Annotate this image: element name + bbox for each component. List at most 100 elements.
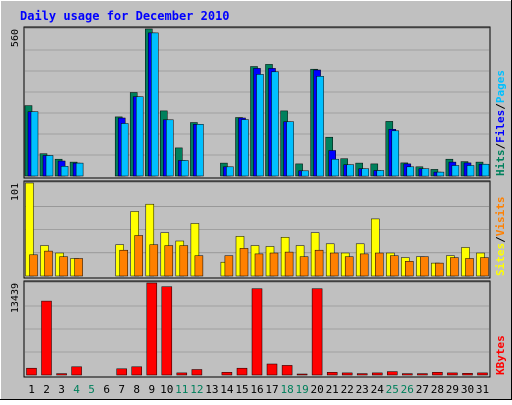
- bar-visits-day-8: [134, 235, 143, 277]
- x-tick-label-day-2: 2: [43, 383, 50, 396]
- bar-pages-day-8: [135, 96, 144, 177]
- legend-hits: Hits: [494, 150, 507, 177]
- bar-visits-day-12: [194, 255, 204, 277]
- bar-pages-day-4: [75, 162, 84, 177]
- bar-pages-day-21: [331, 158, 339, 177]
- bar-visits-day-16: [254, 253, 264, 277]
- chart-panels: 560 101 13439: [10, 26, 491, 378]
- bar-pages-day-22: [346, 164, 354, 177]
- legend-sites: Sites: [494, 243, 507, 276]
- x-tick-label-day-17: 17: [265, 383, 278, 396]
- bar-visits-day-7: [119, 249, 128, 277]
- bar-pages-day-11: [181, 160, 189, 177]
- bar-pages-day-30: [466, 165, 475, 177]
- bar-kbytes-day-18: [281, 365, 293, 376]
- x-tick-label-day-28: 28: [431, 383, 444, 396]
- panel-bottom-max-label: 13439: [10, 283, 21, 313]
- bar-visits-day-2: [44, 250, 53, 277]
- bar-pages-day-3: [60, 166, 69, 177]
- bar-kbytes-day-3: [56, 373, 67, 376]
- x-tick-label-day-24: 24: [371, 383, 385, 396]
- bar-pages-day-15: [241, 119, 249, 177]
- bar-visits-day-11: [179, 245, 189, 277]
- panel-middle-max-label: 101: [10, 183, 21, 201]
- bar-pages-day-26: [406, 166, 415, 177]
- x-tick-label-day-6: 6: [103, 383, 110, 396]
- bar-pages-day-12: [196, 124, 204, 177]
- x-tick-label-day-16: 16: [250, 383, 263, 396]
- x-tick-label-day-8: 8: [133, 383, 140, 396]
- bar-visits-day-19: [299, 256, 309, 277]
- x-tick-label-day-4: 4: [73, 383, 80, 396]
- legend-files: Files: [494, 110, 507, 143]
- x-tick-label-day-15: 15: [235, 383, 248, 396]
- x-tick-label-day-11: 11: [175, 383, 188, 396]
- x-tick-label-day-7: 7: [118, 383, 125, 396]
- x-tick-label-day-27: 27: [416, 383, 429, 396]
- x-tick-label-day-19: 19: [295, 383, 308, 396]
- bar-visits-day-21: [329, 252, 339, 277]
- legends: Hits/Files/Pages Sites/Visits KBytes: [494, 70, 507, 375]
- x-tick-label-day-30: 30: [461, 383, 474, 396]
- bar-kbytes-day-31: [477, 372, 488, 376]
- legend-separator: /: [494, 143, 507, 150]
- x-tick-label-day-29: 29: [446, 383, 459, 396]
- bar-pages-day-29: [451, 165, 460, 177]
- bar-pages-day-14: [226, 166, 234, 177]
- panel-top-legend: Hits/Files/Pages: [494, 70, 507, 176]
- bar-visits-day-10: [164, 245, 174, 277]
- bar-visits-day-1: [29, 254, 38, 277]
- panel-top-max-label: 560: [10, 29, 21, 47]
- bar-kbytes-day-17: [266, 363, 278, 376]
- x-tick-label-day-22: 22: [341, 383, 354, 396]
- bar-kbytes-day-24: [372, 372, 383, 376]
- x-tick-label-day-25: 25: [386, 383, 399, 396]
- bar-visits-day-24: [375, 252, 384, 277]
- x-tick-label-day-9: 9: [148, 383, 155, 396]
- bar-kbytes-day-9: [146, 282, 158, 376]
- x-tick-label-day-10: 10: [160, 383, 173, 396]
- bar-kbytes-day-2: [41, 300, 52, 376]
- bar-visits-day-26: [405, 261, 414, 277]
- x-tick-label-day-23: 23: [356, 383, 369, 396]
- x-tick-label-day-31: 31: [476, 383, 489, 396]
- bar-pages-day-10: [166, 119, 174, 177]
- bar-pages-day-25: [391, 130, 400, 177]
- bar-pages-day-18: [286, 121, 294, 177]
- bar-pages-day-23: [361, 168, 369, 177]
- bar-pages-day-28: [436, 171, 445, 177]
- x-tick-label-day-12: 12: [190, 383, 203, 396]
- bar-kbytes-day-23: [356, 373, 368, 376]
- bar-kbytes-day-10: [161, 286, 173, 376]
- bar-visits-day-9: [149, 244, 159, 277]
- bar-visits-day-20: [314, 249, 324, 277]
- bar-visits-day-3: [59, 256, 68, 277]
- x-tick-label-day-3: 3: [58, 383, 65, 396]
- bar-pages-day-7: [120, 123, 129, 177]
- bar-kbytes-day-28: [432, 372, 443, 376]
- chart-title: Daily usage for December 2010: [20, 9, 230, 23]
- panel-middle-legend: Sites/Visits: [494, 197, 507, 277]
- x-tick-label-day-18: 18: [280, 383, 293, 396]
- bar-visits-day-23: [359, 253, 369, 277]
- x-tick-label-day-5: 5: [88, 383, 95, 396]
- panel-bottom-legend: KBytes: [494, 335, 507, 375]
- bar-pages-day-27: [421, 168, 430, 177]
- bar-pages-day-17: [271, 71, 279, 177]
- x-tick-label-day-1: 1: [28, 383, 35, 396]
- bar-kbytes-day-7: [116, 368, 127, 376]
- bar-visits-day-29: [450, 257, 459, 277]
- bar-visits-day-15: [239, 248, 249, 277]
- bar-kbytes-day-22: [341, 372, 353, 376]
- bar-kbytes-day-11: [176, 372, 188, 376]
- bar-kbytes-day-25: [387, 371, 398, 376]
- bar-kbytes-day-19: [296, 373, 308, 376]
- bar-pages-day-19: [301, 170, 309, 177]
- x-tick-label-day-14: 14: [220, 383, 234, 396]
- bar-kbytes-day-27: [417, 373, 428, 376]
- x-tick-label-day-13: 13: [205, 383, 218, 396]
- legend-separator: /: [494, 103, 507, 110]
- bar-pages-day-16: [256, 74, 264, 177]
